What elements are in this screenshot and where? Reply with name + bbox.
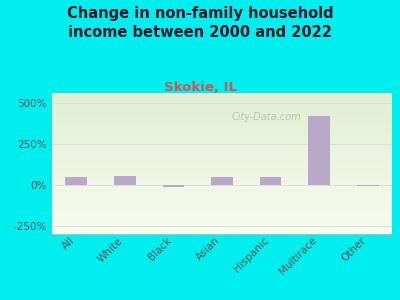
Bar	[260, 177, 282, 185]
Bar	[308, 116, 330, 185]
Text: Skokie, IL: Skokie, IL	[164, 81, 236, 94]
Bar	[211, 177, 233, 185]
Text: City-Data.com: City-Data.com	[231, 112, 301, 122]
Bar	[114, 176, 136, 185]
Bar	[162, 185, 184, 187]
Bar	[65, 177, 87, 185]
Text: Change in non-family household
income between 2000 and 2022: Change in non-family household income be…	[67, 6, 333, 40]
Bar	[357, 185, 379, 186]
